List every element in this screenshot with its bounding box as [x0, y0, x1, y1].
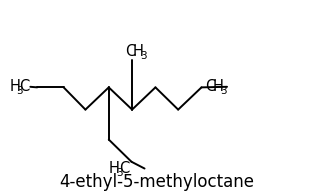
- Text: H: H: [109, 161, 120, 176]
- Text: H: H: [213, 79, 224, 94]
- Text: 4-ethyl-5-methyloctane: 4-ethyl-5-methyloctane: [59, 173, 255, 191]
- Text: C: C: [119, 161, 129, 176]
- Text: H: H: [133, 44, 143, 59]
- Text: C: C: [206, 79, 216, 94]
- Text: C: C: [125, 44, 136, 59]
- Text: 3: 3: [140, 51, 147, 61]
- Text: 3: 3: [220, 86, 227, 96]
- Text: C: C: [19, 79, 30, 94]
- Text: 3: 3: [16, 86, 23, 96]
- Text: 3: 3: [116, 168, 122, 178]
- Text: H: H: [9, 79, 20, 94]
